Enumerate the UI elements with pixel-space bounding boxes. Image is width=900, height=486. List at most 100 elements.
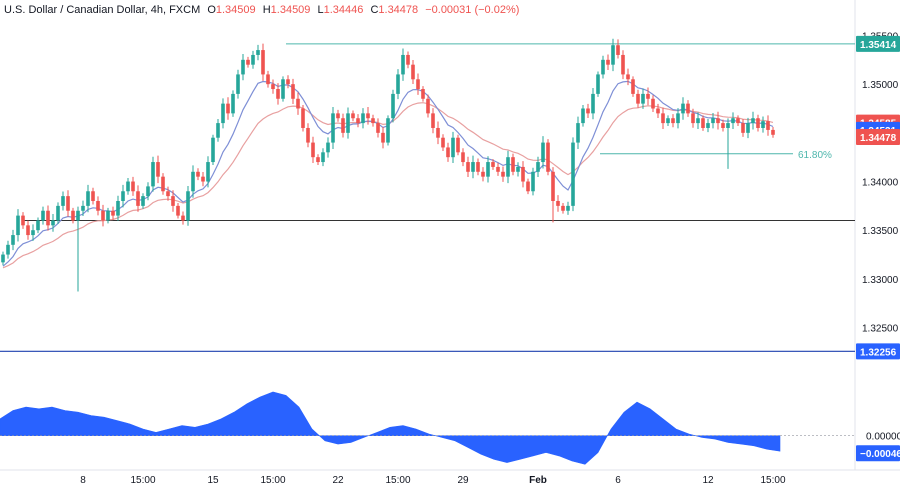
candle-body <box>201 176 205 182</box>
candle-body <box>496 166 500 172</box>
oscillator-value-tag-bg <box>856 445 900 462</box>
candle-body <box>421 89 425 99</box>
legend-close-value: 1.34478 <box>378 4 419 16</box>
candle-body <box>631 79 635 94</box>
candle-body <box>621 54 625 75</box>
candle-body <box>711 118 715 124</box>
candle-body <box>1 254 5 263</box>
time-tick-label: 15:00 <box>760 475 785 486</box>
candles <box>1 38 775 292</box>
candle-body <box>151 162 155 187</box>
candle-body <box>406 54 410 65</box>
price-tick-label: 1.32500 <box>862 324 899 335</box>
legend-change: −0.00031 (−0.02%) <box>425 4 520 16</box>
candle-body <box>471 162 475 172</box>
candle-body <box>626 74 630 80</box>
price-tags: 1.354141.345851.345311.344781.32256−0.00… <box>856 35 900 462</box>
candle-body <box>121 191 125 201</box>
candle-body <box>26 225 30 236</box>
price-tag-bg <box>856 128 900 145</box>
candle-body <box>41 210 45 221</box>
candle-body <box>741 123 745 133</box>
candle-body <box>551 171 555 201</box>
candle-body <box>616 45 620 55</box>
candle-body <box>566 205 570 211</box>
candle-body <box>411 64 415 80</box>
candle-body <box>756 118 760 128</box>
candle-body <box>156 162 160 177</box>
legend-high-value: 1.34509 <box>270 4 311 16</box>
candle-body <box>336 113 340 119</box>
price-tag: 1.32256 <box>860 347 897 358</box>
candle-body <box>521 166 525 182</box>
candle-body <box>771 129 775 135</box>
candle-body <box>656 108 660 114</box>
candle-body <box>91 191 95 201</box>
candle-body <box>681 103 685 114</box>
candle-body <box>131 181 135 192</box>
candle-body <box>141 196 145 206</box>
candle-body <box>111 210 115 216</box>
candle-body <box>96 201 100 211</box>
candle-body <box>176 205 180 216</box>
candle-body <box>361 113 365 124</box>
candle-body <box>736 118 740 124</box>
legend-high-label: H <box>262 4 271 16</box>
grid <box>0 0 900 471</box>
time-tick-label: 8 <box>80 475 86 486</box>
candle-body <box>556 201 560 206</box>
candle-body <box>716 118 720 124</box>
candle-body <box>46 210 50 226</box>
candle-body <box>686 103 690 114</box>
candle-body <box>366 113 370 119</box>
legend-symbol[interactable]: U.S. Dollar / Canadian Dollar, 4h, FXCM <box>4 4 201 16</box>
candle-body <box>331 113 335 143</box>
candle-body <box>221 103 225 124</box>
candle-body <box>101 210 105 221</box>
price-tick-label: 1.34000 <box>862 178 899 189</box>
candle-body <box>426 98 430 114</box>
fib-level-label: 61.80% <box>798 150 832 161</box>
candle-body <box>651 98 655 109</box>
candle-body <box>611 45 615 65</box>
candle-body <box>676 113 680 124</box>
candle-body <box>446 147 450 158</box>
legend-low-value: 1.34446 <box>323 4 364 16</box>
candle-body <box>586 108 590 114</box>
candle-body <box>696 118 700 124</box>
candle-body <box>116 201 120 216</box>
candle-body <box>216 123 220 138</box>
candle-body <box>66 196 70 211</box>
candle-body <box>536 162 540 172</box>
price-axis: 1.325001.330001.335001.340001.345001.350… <box>862 31 899 334</box>
candle-body <box>596 74 600 94</box>
candle-body <box>346 113 350 133</box>
candle-body <box>186 191 190 221</box>
candle-body <box>661 113 665 124</box>
candle-body <box>56 205 60 221</box>
candle-body <box>296 98 300 109</box>
price-tag-bg <box>856 343 900 360</box>
time-axis: 8 15:00 15 15:00 22 15:00 29 Feb 6 12 15:00 <box>80 475 786 486</box>
candle-body <box>256 50 260 55</box>
candle-body <box>391 93 395 119</box>
candle-body <box>286 79 290 85</box>
candle-body <box>396 74 400 94</box>
price-tick-label: 1.33000 <box>862 275 899 286</box>
candle-body <box>546 142 550 172</box>
candle-body <box>326 142 330 153</box>
candle-body <box>206 162 210 182</box>
time-tick-label: 15 <box>207 475 219 486</box>
candle-body <box>306 127 310 143</box>
candle-body <box>196 171 200 177</box>
candle-body <box>351 113 355 119</box>
candle-body <box>641 93 645 104</box>
candle-body <box>526 181 530 192</box>
candle-body <box>766 121 770 130</box>
candle-body <box>356 118 360 124</box>
candle-body <box>166 191 170 197</box>
candle-body <box>51 220 55 226</box>
candle-body <box>476 162 480 172</box>
